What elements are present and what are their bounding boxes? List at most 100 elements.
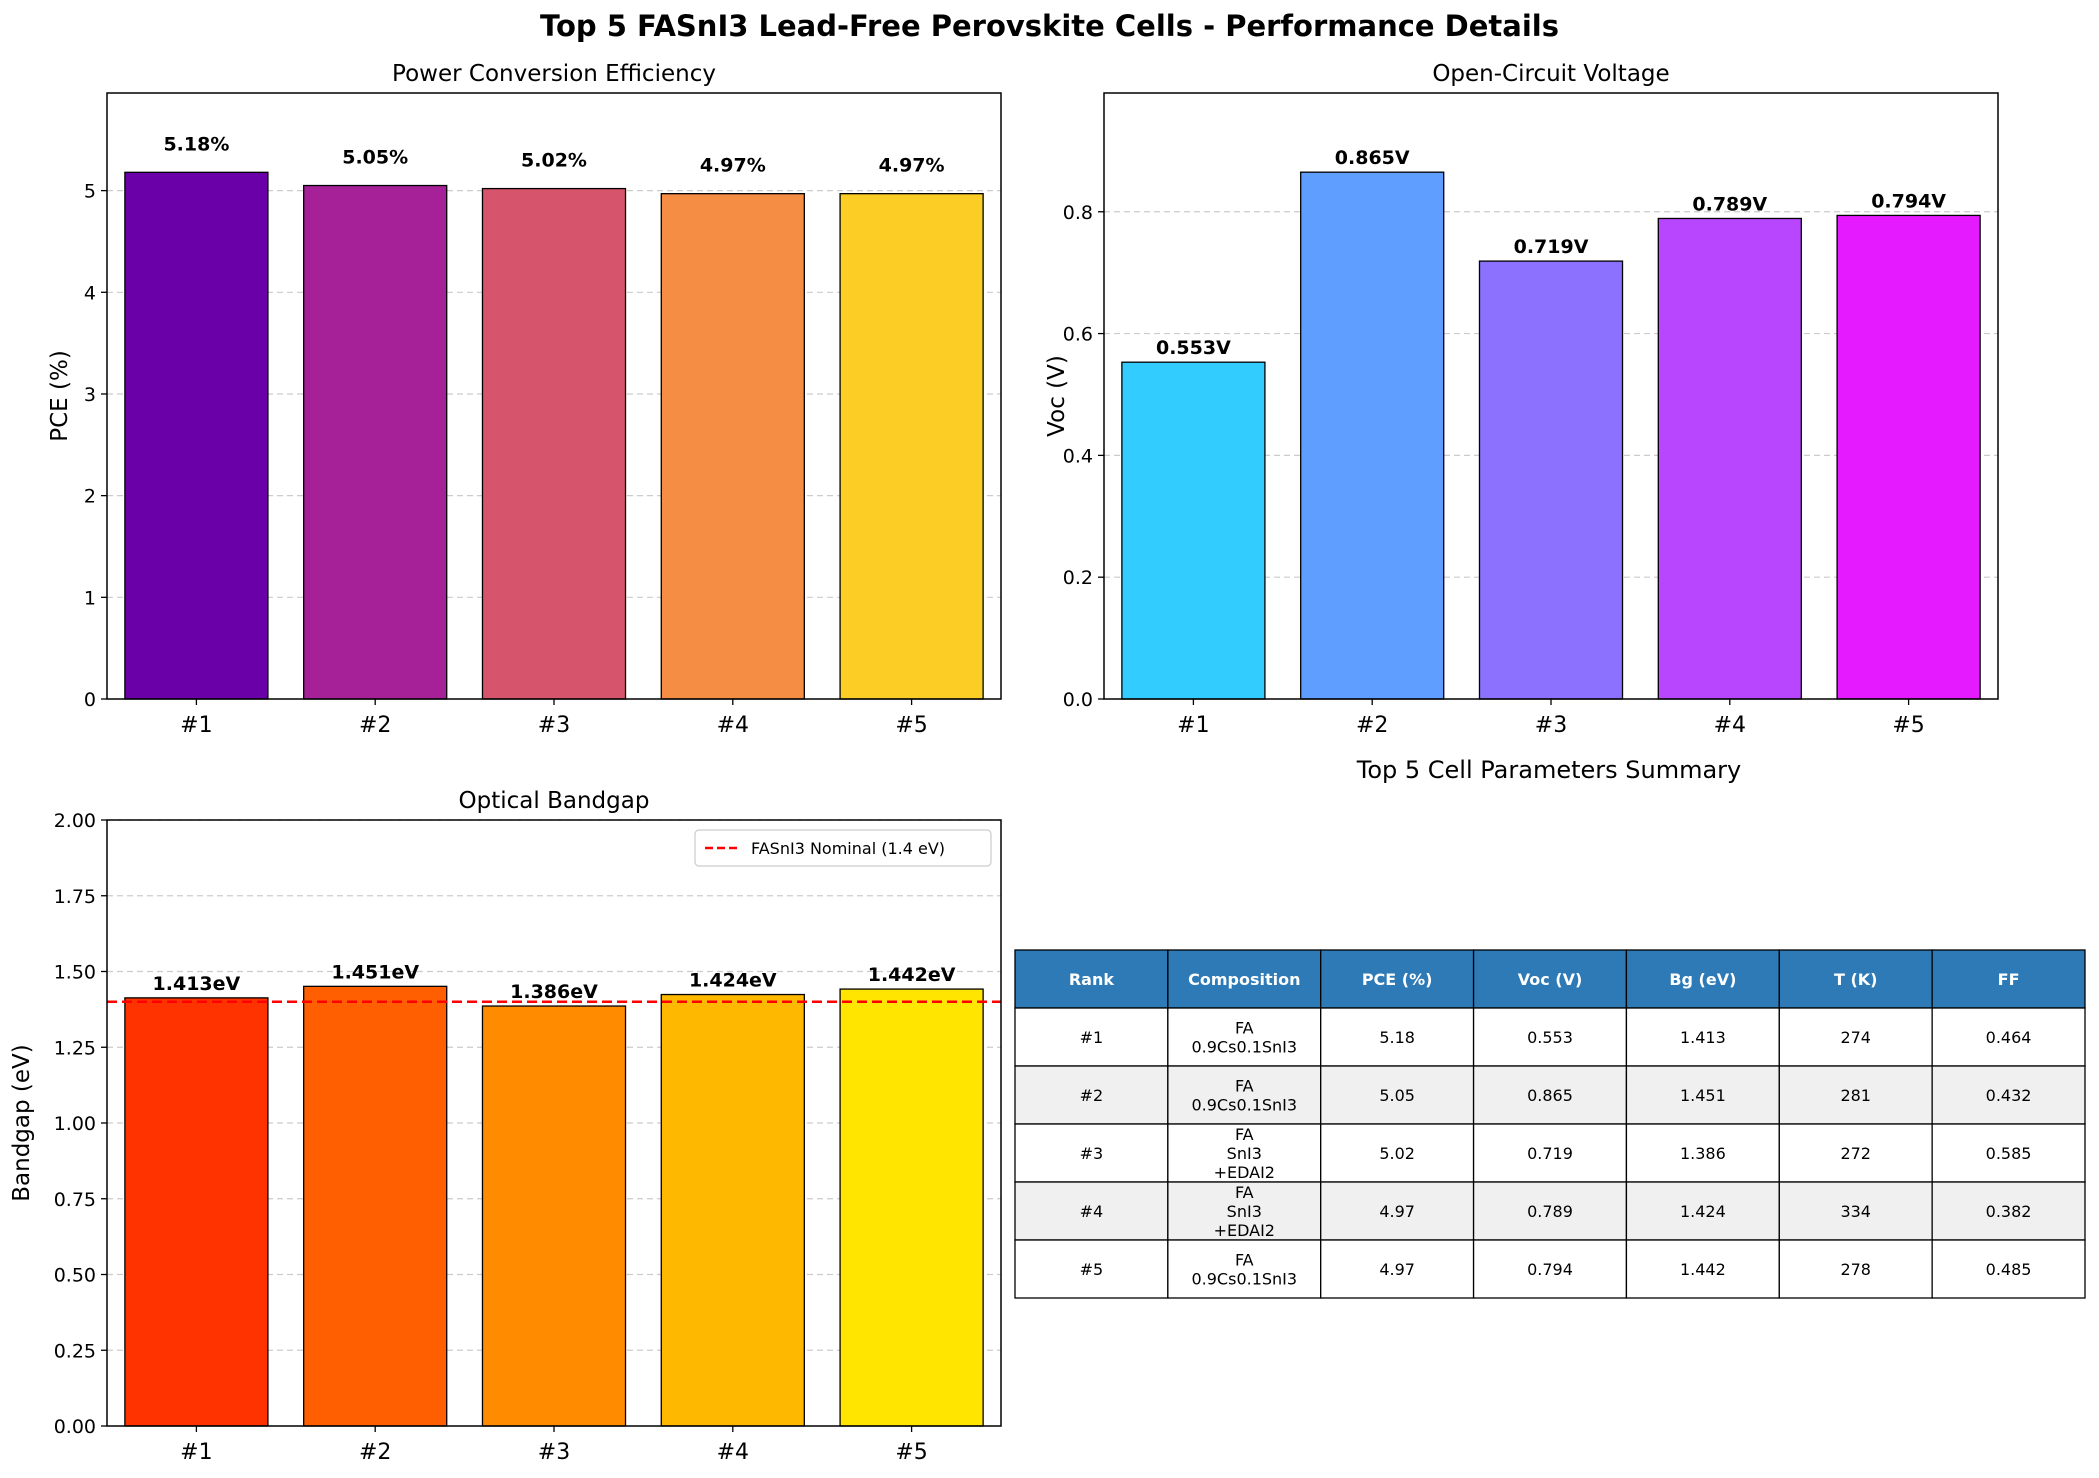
x-tick-label: #4 bbox=[1714, 713, 1746, 738]
y-tick-label: 1.00 bbox=[54, 1113, 96, 1135]
legend-box bbox=[694, 829, 992, 867]
bar-rank-2 bbox=[1300, 171, 1445, 700]
x-tick-label: #2 bbox=[359, 1440, 391, 1465]
chart-title: Optical Bandgap bbox=[459, 788, 650, 814]
y-axis-label: Bandgap (eV) bbox=[9, 1044, 35, 1202]
bar-rank-5 bbox=[839, 988, 984, 1427]
table-cell bbox=[1625, 1007, 1780, 1067]
bar-value-label: 1.386eV bbox=[510, 981, 598, 1003]
table-cell bbox=[1625, 1181, 1780, 1241]
bar-rank-3 bbox=[481, 1005, 627, 1427]
table-cell bbox=[1014, 1065, 1169, 1125]
bar-rank-1 bbox=[124, 171, 269, 700]
table-cell-text: #2 bbox=[1080, 1086, 1104, 1105]
table-cell-text: 0.789 bbox=[1527, 1202, 1573, 1221]
bar-rank-4 bbox=[660, 193, 805, 700]
y-tick-label: 3 bbox=[84, 384, 96, 406]
table-header-cell bbox=[1014, 949, 1169, 1009]
table-cell-text: FA bbox=[1235, 1251, 1254, 1270]
bar-rank-2 bbox=[303, 985, 448, 1427]
bar-value-label: 1.442eV bbox=[868, 964, 956, 986]
bar-value-label: 0.789V bbox=[1692, 193, 1767, 215]
y-tick-label: 0.2 bbox=[1063, 567, 1093, 589]
table-cell-text: 0.9Cs0.1SnI3 bbox=[1191, 1270, 1297, 1289]
table-cell-text: 0.865 bbox=[1527, 1086, 1573, 1105]
y-tick-label: 0.50 bbox=[54, 1265, 96, 1287]
x-tick-label: #1 bbox=[180, 1440, 212, 1465]
table-cell-text: 334 bbox=[1840, 1202, 1871, 1221]
table-cell-text: #1 bbox=[1080, 1028, 1104, 1047]
bar-value-label: 0.865V bbox=[1335, 147, 1410, 169]
table-cell bbox=[1625, 1065, 1780, 1125]
x-tick-label: #3 bbox=[538, 713, 570, 738]
bar-chart-panel-3: 1.413eV 1.451eV 1.386eV 1.424eV 1.442eV 0.00 0… bbox=[9, 788, 1002, 1465]
table-cell-text: FA bbox=[1235, 1077, 1254, 1096]
table-header-label: Rank bbox=[1069, 970, 1115, 989]
legend: FASnI3 Nominal (1.4 eV) bbox=[694, 829, 992, 867]
y-tick-label: 4 bbox=[84, 282, 96, 304]
y-axis-label: Voc (V) bbox=[1044, 355, 1070, 437]
table-cell-text: 5.18 bbox=[1379, 1028, 1415, 1047]
table-cell bbox=[1472, 1239, 1628, 1299]
table-header-label: Bg (eV) bbox=[1669, 970, 1736, 989]
bar-value-label: 1.413eV bbox=[153, 973, 241, 995]
table-cell-text: 274 bbox=[1840, 1028, 1871, 1047]
bar-value-label: 1.451eV bbox=[331, 961, 419, 983]
table-cell-text: 0.432 bbox=[1986, 1086, 2032, 1105]
y-axis-label: PCE (%) bbox=[47, 350, 73, 442]
table-title: Top 5 Cell Parameters Summary bbox=[1356, 756, 1742, 784]
table-header-label: FF bbox=[1998, 970, 2020, 989]
table-cell bbox=[1320, 1181, 1475, 1241]
y-tick-label: 1.75 bbox=[54, 886, 96, 908]
x-tick-label: #2 bbox=[359, 713, 391, 738]
bar-rank-1 bbox=[1121, 361, 1266, 700]
bar-value-label: 5.18% bbox=[163, 133, 229, 155]
table-cell bbox=[1931, 1123, 2086, 1183]
bar-value-label: 5.05% bbox=[342, 147, 408, 169]
table-cell-text: 0.719 bbox=[1527, 1144, 1573, 1163]
y-tick-label: 0 bbox=[84, 689, 96, 711]
bar-value-label: 1.424eV bbox=[689, 970, 777, 992]
bar-value-label: 5.02% bbox=[521, 150, 587, 172]
table-cell bbox=[1931, 1181, 2086, 1241]
table-cell-text: FA bbox=[1235, 1125, 1254, 1144]
table-cell bbox=[1014, 1181, 1169, 1241]
table-cell bbox=[1167, 1181, 1322, 1241]
y-tick-label: 5 bbox=[84, 181, 96, 203]
table-cell bbox=[1472, 1007, 1628, 1067]
x-tick-label: #1 bbox=[180, 713, 212, 738]
y-tick-label: 2 bbox=[84, 486, 96, 508]
chart-panels: 5.18% 5.05% 5.02% 4.97% 4.97% 0 1 2 3 4 5 #1 #2 #3 #4 #… bbox=[9, 61, 2086, 1465]
y-tick-label: 0.00 bbox=[54, 1416, 96, 1438]
table-cell bbox=[1320, 1239, 1475, 1299]
bar-rank-4 bbox=[660, 993, 805, 1427]
table-cell-text: 278 bbox=[1840, 1260, 1871, 1279]
legend-label: FASnI3 Nominal (1.4 eV) bbox=[751, 839, 945, 858]
table-cell-text: 0.464 bbox=[1986, 1028, 2032, 1047]
y-tick-label: 2.00 bbox=[54, 810, 96, 832]
table-cell bbox=[1931, 1065, 2086, 1125]
table-cell-text: 1.386 bbox=[1680, 1144, 1726, 1163]
table-cell-text: 5.05 bbox=[1379, 1086, 1415, 1105]
table-cell-text: 0.9Cs0.1SnI3 bbox=[1191, 1096, 1297, 1115]
table-cell-text: 0.9Cs0.1SnI3 bbox=[1191, 1038, 1297, 1057]
y-tick-label: 0.6 bbox=[1063, 324, 1093, 346]
table-cell-text: 0.585 bbox=[1986, 1144, 2032, 1163]
x-tick-label: #5 bbox=[895, 713, 927, 738]
table-cell-text: 4.97 bbox=[1379, 1202, 1415, 1221]
table-cell-text: #3 bbox=[1080, 1144, 1104, 1163]
summary-table: Top 5 Cell Parameters Summary Rank Composi… bbox=[1014, 756, 2086, 1299]
bar-rank-3 bbox=[1478, 260, 1624, 700]
bar-rank-5 bbox=[1836, 214, 1981, 700]
table-cell-text: 0.794 bbox=[1527, 1260, 1573, 1279]
table-cell-text: FA bbox=[1235, 1019, 1254, 1038]
y-tick-label: 0.4 bbox=[1063, 445, 1093, 467]
table-cell bbox=[1167, 1065, 1322, 1125]
bar-rank-3 bbox=[481, 187, 627, 700]
table-cell bbox=[1472, 1065, 1628, 1125]
table-cell bbox=[1931, 1239, 2086, 1299]
bar-rank-4 bbox=[1657, 217, 1802, 700]
table-cell-text: 0.382 bbox=[1986, 1202, 2032, 1221]
table-cell-text: 5.02 bbox=[1379, 1144, 1415, 1163]
y-tick-label: 0.0 bbox=[1063, 689, 1093, 711]
